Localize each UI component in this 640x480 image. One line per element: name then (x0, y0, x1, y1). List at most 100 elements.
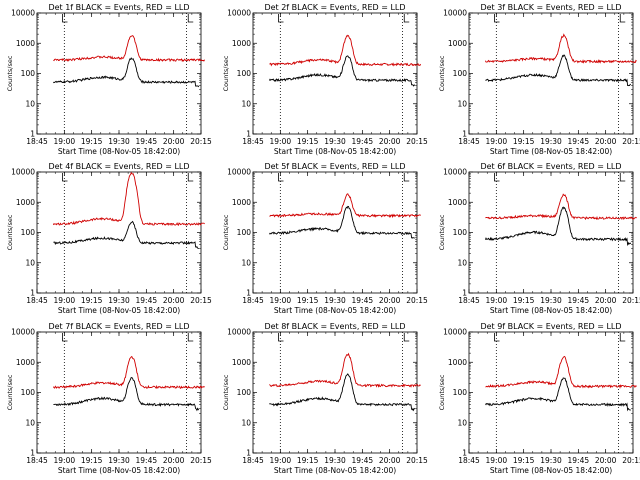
x-axis-label: Start Time (08-Nov-05 18:42:00) (490, 466, 612, 475)
events-series-line (484, 206, 632, 247)
x-tick-label: 19:15 (81, 296, 103, 305)
x-tick-label: 19:45 (352, 296, 374, 305)
x-tick-label: 20:15 (406, 137, 428, 146)
x-tick-label: 18:45 (26, 456, 48, 465)
x-tick-label: 20:15 (190, 137, 212, 146)
panel-5: Det 5f BLACK = Events, RED = LLD 1 10 100 10… (222, 162, 428, 315)
x-axis-label: Start Time (08-Nov-05 18:42:00) (274, 306, 396, 315)
y-tick-label: 10000 (227, 328, 251, 337)
plot-frame (468, 331, 634, 454)
x-tick-label: 19:15 (513, 296, 535, 305)
bracket-mark (62, 333, 68, 342)
x-tick-label: 20:15 (406, 296, 428, 305)
x-tick-label: 19:00 (270, 296, 292, 305)
plot-frame (468, 171, 634, 294)
plot-frame (468, 12, 634, 135)
lld-series-line (52, 171, 205, 227)
panel-title: Det 6f BLACK = Events, RED = LLD (480, 162, 621, 171)
y-axis-label: Counts/sec (6, 214, 14, 250)
bracket-mark (619, 173, 626, 182)
y-axis-label: Counts/sec (438, 214, 446, 250)
y-tick-label: 1 (246, 130, 251, 139)
x-tick-label: 20:15 (190, 456, 212, 465)
y-tick-label: 1000 (232, 198, 251, 207)
x-tick-label: 18:45 (26, 296, 48, 305)
y-tick-label: 10 (25, 99, 35, 108)
x-tick-label: 20:00 (595, 137, 617, 146)
x-tick-label: 20:00 (595, 456, 617, 465)
panel-4: Det 4f BLACK = Events, RED = LLD 1 10 100 10… (6, 162, 212, 315)
x-tick-label: 18:45 (458, 456, 480, 465)
bracket-mark (494, 333, 500, 342)
bracket-mark (278, 14, 284, 23)
x-tick-label: 19:30 (540, 296, 562, 305)
x-tick-label: 18:45 (458, 137, 480, 146)
x-tick-label: 19:00 (270, 456, 292, 465)
y-tick-label: 1000 (448, 198, 467, 207)
x-tick-label: 20:15 (622, 296, 640, 305)
x-tick-label: 19:45 (136, 296, 158, 305)
x-tick-label: 19:45 (136, 456, 158, 465)
y-tick-label: 100 (453, 228, 468, 237)
y-axis-label: Counts/sec (6, 374, 14, 410)
x-tick-label: 19:15 (297, 296, 319, 305)
x-tick-label: 19:45 (568, 456, 590, 465)
events-series-line (53, 220, 199, 250)
panel-6: Det 6f BLACK = Events, RED = LLD 1 10 100 10… (438, 162, 640, 315)
x-tick-label: 19:45 (136, 137, 158, 146)
x-tick-label: 19:15 (513, 137, 535, 146)
y-tick-label: 1 (30, 130, 35, 139)
x-axis-label: Start Time (08-Nov-05 18:42:00) (490, 147, 612, 156)
x-tick-label: 19:00 (486, 137, 508, 146)
y-tick-label: 1 (30, 449, 35, 458)
panel-title: Det 4f BLACK = Events, RED = LLD (48, 162, 189, 171)
y-tick-label: 1000 (448, 39, 467, 48)
y-tick-label: 100 (21, 69, 36, 78)
events-series-line (485, 54, 632, 87)
panel-title: Det 9f BLACK = Events, RED = LLD (480, 322, 621, 331)
x-tick-label: 19:15 (513, 456, 535, 465)
events-series-line (269, 373, 416, 412)
panel-8: Det 8f BLACK = Events, RED = LLD 1 10 100 10… (222, 322, 428, 475)
x-tick-label: 20:00 (163, 296, 185, 305)
x-tick-label: 20:00 (163, 456, 185, 465)
events-series-line (269, 205, 416, 239)
x-tick-label: 19:00 (270, 137, 292, 146)
x-tick-label: 19:45 (352, 456, 374, 465)
x-tick-label: 19:45 (352, 137, 374, 146)
lld-series-line (485, 193, 637, 221)
x-tick-label: 20:15 (406, 456, 428, 465)
y-axis-label: Counts/sec (438, 374, 446, 410)
y-tick-label: 10000 (11, 328, 35, 337)
y-tick-label: 10000 (11, 168, 35, 177)
panel-7: Det 7f BLACK = Events, RED = LLD 1 10 100 10… (6, 322, 212, 475)
bracket-mark (403, 14, 410, 23)
x-tick-label: 19:45 (568, 296, 590, 305)
lld-series-line (53, 355, 205, 390)
x-tick-label: 19:15 (297, 137, 319, 146)
x-tick-label: 18:45 (458, 296, 480, 305)
x-axis-label: Start Time (08-Nov-05 18:42:00) (58, 306, 180, 315)
panel-title: Det 7f BLACK = Events, RED = LLD (48, 322, 189, 331)
y-tick-label: 1 (246, 289, 251, 298)
plot-frame (36, 171, 202, 294)
x-tick-label: 20:00 (379, 296, 401, 305)
y-tick-label: 10 (241, 258, 251, 267)
x-tick-label: 19:00 (54, 296, 76, 305)
bracket-mark (619, 333, 626, 342)
x-tick-label: 20:00 (163, 137, 185, 146)
x-tick-label: 20:15 (622, 137, 640, 146)
bracket-mark (187, 14, 194, 23)
lld-series-line (269, 352, 421, 388)
x-axis-label: Start Time (08-Nov-05 18:42:00) (490, 306, 612, 315)
x-tick-label: 20:00 (379, 456, 401, 465)
x-tick-label: 19:00 (486, 296, 508, 305)
x-tick-label: 20:00 (379, 137, 401, 146)
plot-frame (36, 12, 202, 135)
y-tick-label: 100 (453, 388, 468, 397)
x-tick-label: 18:45 (242, 296, 264, 305)
y-axis-label: Counts/sec (222, 55, 230, 91)
x-tick-label: 19:00 (486, 456, 508, 465)
x-axis-label: Start Time (08-Nov-05 18:42:00) (274, 466, 396, 475)
